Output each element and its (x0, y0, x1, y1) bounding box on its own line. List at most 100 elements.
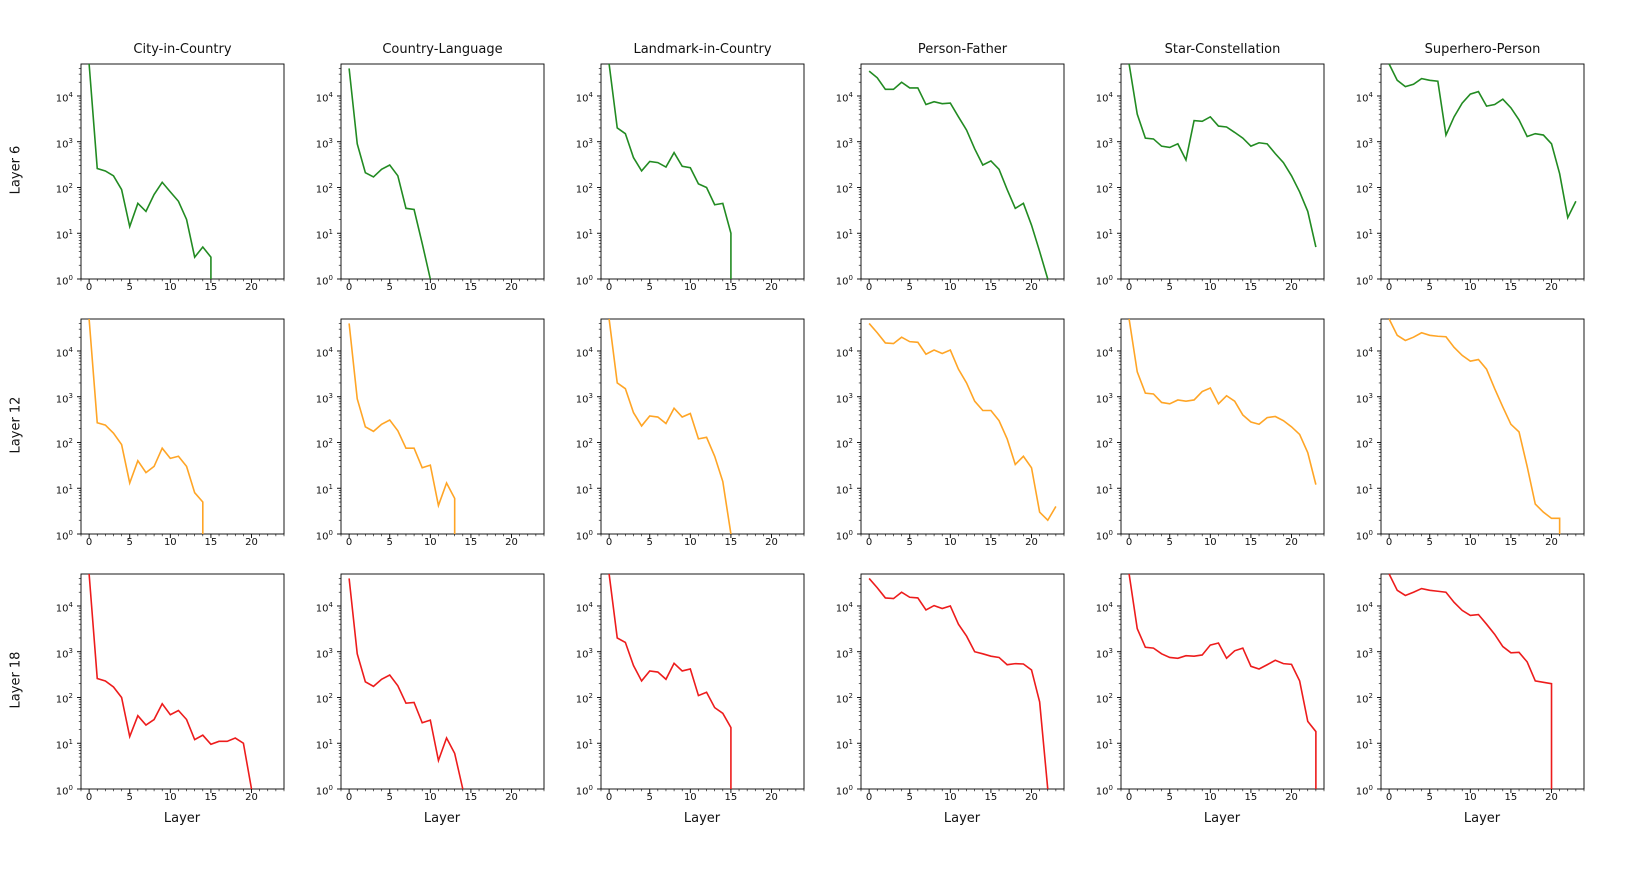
y-tick-label: 103 (55, 646, 73, 661)
y-tick-label: 100 (315, 529, 333, 543)
subplot-cell: 100 101 102 103 104 0 5 10 15 20 (286, 295, 546, 550)
line-chart (1377, 573, 1585, 793)
x-tick-label: 10 (423, 282, 437, 293)
x-tick-label: 20 (765, 282, 778, 293)
y-tick-label: 104 (1355, 600, 1373, 615)
subplot-title: Person-Father (917, 42, 1008, 57)
y-tick-label: 102 (575, 182, 593, 196)
y-tick-label: 100 (1095, 529, 1113, 543)
row-label-column: Layer 12 (6, 295, 26, 550)
y-tick-label: 103 (1355, 391, 1373, 406)
y-tick-label: 102 (575, 437, 593, 451)
subplot-cell: Country-Language 100 101 102 103 104 0 5 10 15 20 (286, 40, 546, 295)
x-tick-label: 10 (943, 282, 957, 293)
y-tick-label: 103 (1095, 136, 1113, 151)
y-tick-label: 100 (575, 274, 593, 288)
data-line (1388, 63, 1577, 221)
y-tick-label: 101 (1355, 483, 1373, 497)
x-tick-label: 10 (943, 792, 957, 803)
x-tick-label: 0 (345, 537, 353, 548)
y-tick-label: 104 (55, 90, 73, 105)
subplot-cell: 100 101 102 103 104 0 5 10 15 20 Layer (1326, 550, 1586, 826)
x-tick-label: 15 (984, 537, 998, 548)
x-tick-label: 20 (1285, 537, 1298, 548)
x-tick-label: 15 (1504, 537, 1518, 548)
x-axis-title: Layer (1463, 811, 1501, 826)
y-tick-label: 100 (55, 784, 73, 798)
row-label: Layer 6 (8, 145, 24, 195)
subplot-title: Superhero-Person (1424, 42, 1541, 57)
x-tick-label: 15 (1244, 537, 1258, 548)
y-tick-label: 101 (1095, 228, 1113, 242)
y-tick-label: 103 (1355, 646, 1373, 661)
subplot-cell: 100 101 102 103 104 0 5 10 15 20 Layer (286, 550, 546, 826)
x-tick-label: 0 (865, 282, 873, 293)
y-tick-label: 103 (575, 646, 593, 661)
subplot-cell: 100 101 102 103 104 0 5 10 15 20 (26, 295, 286, 550)
data-line (1388, 318, 1561, 534)
x-tick-label: 5 (1426, 537, 1433, 548)
x-tick-label: 5 (1166, 792, 1173, 803)
data-line (868, 577, 1049, 790)
y-tick-label: 102 (575, 692, 593, 706)
y-tick-label: 100 (835, 529, 853, 543)
x-tick-label: 0 (85, 792, 93, 803)
x-tick-label: 20 (765, 792, 778, 803)
data-line (348, 68, 432, 280)
row-label: Layer 18 (8, 651, 24, 709)
x-tick-label: 5 (906, 537, 913, 548)
x-tick-label: 0 (1385, 282, 1393, 293)
data-line (1388, 573, 1553, 789)
y-tick-label: 104 (1355, 345, 1373, 360)
y-tick-label: 101 (55, 228, 73, 242)
y-tick-label: 104 (1095, 345, 1113, 360)
x-tick-label: 20 (505, 537, 518, 548)
y-tick-label: 104 (315, 600, 333, 615)
data-line (608, 63, 732, 279)
y-tick-label: 102 (55, 437, 73, 451)
y-tick-label: 104 (835, 90, 853, 105)
y-tick-label: 103 (835, 646, 853, 661)
x-tick-label: 15 (1504, 282, 1518, 293)
x-tick-label: 0 (345, 792, 353, 803)
y-tick-label: 104 (1355, 90, 1373, 105)
x-tick-label: 15 (724, 282, 738, 293)
line-chart (77, 573, 285, 793)
x-tick-label: 5 (1166, 537, 1173, 548)
subplot-cell: 100 101 102 103 104 0 5 10 15 20 (546, 295, 806, 550)
x-tick-label: 5 (386, 537, 393, 548)
y-tick-label: 101 (835, 483, 853, 497)
y-tick-label: 104 (575, 90, 593, 105)
y-tick-label: 102 (835, 182, 853, 196)
line-chart (1377, 318, 1585, 538)
y-tick-label: 104 (835, 345, 853, 360)
x-axis-title: Layer (943, 811, 981, 826)
x-tick-label: 20 (245, 792, 258, 803)
y-tick-label: 103 (575, 391, 593, 406)
subplot-cell: 100 101 102 103 104 0 5 10 15 20 Layer (26, 550, 286, 826)
line-chart (337, 63, 545, 283)
y-tick-label: 102 (315, 182, 333, 196)
x-tick-label: 5 (646, 282, 653, 293)
y-tick-label: 102 (835, 692, 853, 706)
x-tick-label: 15 (984, 282, 998, 293)
y-tick-label: 101 (1355, 738, 1373, 752)
y-tick-label: 102 (315, 692, 333, 706)
x-tick-label: 0 (85, 282, 93, 293)
y-tick-label: 102 (1355, 692, 1373, 706)
y-tick-label: 103 (315, 136, 333, 151)
y-tick-label: 102 (1095, 437, 1113, 451)
line-chart (337, 573, 545, 793)
y-tick-label: 102 (1095, 692, 1113, 706)
data-line (1128, 573, 1317, 789)
subplot-cell: Star-Constellation 100 101 102 103 104 0 5 10 15 2… (1066, 40, 1326, 295)
line-chart (857, 573, 1065, 793)
x-tick-label: 0 (605, 282, 613, 293)
y-tick-label: 101 (55, 738, 73, 752)
data-line (348, 578, 464, 790)
y-tick-label: 104 (1095, 90, 1113, 105)
x-axis-title: Layer (683, 811, 721, 826)
x-tick-label: 0 (85, 537, 93, 548)
y-tick-label: 102 (1095, 182, 1113, 196)
x-tick-label: 10 (1463, 282, 1477, 293)
